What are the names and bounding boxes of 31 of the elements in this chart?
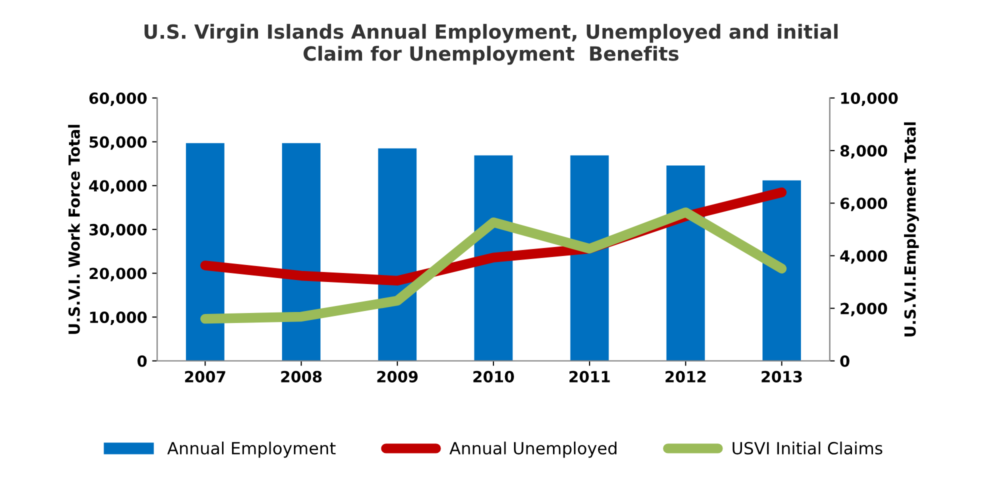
y-tick-label: 20,000 bbox=[90, 268, 147, 282]
y2-tick-label: 4,000 bbox=[840, 250, 888, 264]
y2-tick-label: 6,000 bbox=[840, 198, 888, 212]
y-tick-label: 50,000 bbox=[90, 136, 147, 150]
y2-axis-title: U.S.V.I.Employment Total bbox=[904, 122, 919, 336]
y-axis-title: U.S.V.I. Work Force Total bbox=[68, 124, 80, 334]
y-tick-label: 60,000 bbox=[89, 92, 147, 106]
x-tick-label: 2010 bbox=[473, 370, 514, 382]
y2-tick-label: 0 bbox=[840, 355, 850, 367]
x-tick-label: 2012 bbox=[666, 370, 706, 382]
bar bbox=[570, 155, 609, 361]
y-tick-label: 30,000 bbox=[89, 224, 147, 238]
x-tick-label: 2008 bbox=[281, 370, 322, 382]
legend-label: Annual Employment bbox=[167, 442, 336, 458]
y2-tick-label: 8,000 bbox=[840, 145, 888, 159]
legend-label: Annual Unemployed bbox=[449, 442, 616, 458]
legend-label: USVI Initial Claims bbox=[732, 442, 882, 455]
y-tick-label: 40,000 bbox=[89, 180, 147, 194]
chart-title: U.S. Virgin Islands Annual Employment, Unemployed and initial Claim for Unemployment Benefits bbox=[144, 24, 838, 65]
y2-tick-label: 2,000 bbox=[840, 302, 888, 316]
bar bbox=[762, 180, 801, 361]
x-tick-label: 2013 bbox=[762, 370, 802, 382]
y-tick-label: 10,000 bbox=[90, 312, 147, 326]
bar bbox=[282, 143, 320, 361]
x-tick-label: 2007 bbox=[185, 370, 226, 382]
bar bbox=[666, 165, 705, 361]
y2-tick-label: 10,000 bbox=[841, 92, 898, 106]
bar bbox=[186, 143, 224, 361]
x-tick-label: 2009 bbox=[377, 370, 418, 382]
y-tick-label: 0 bbox=[138, 355, 147, 367]
x-tick-label: 2011 bbox=[570, 370, 610, 382]
